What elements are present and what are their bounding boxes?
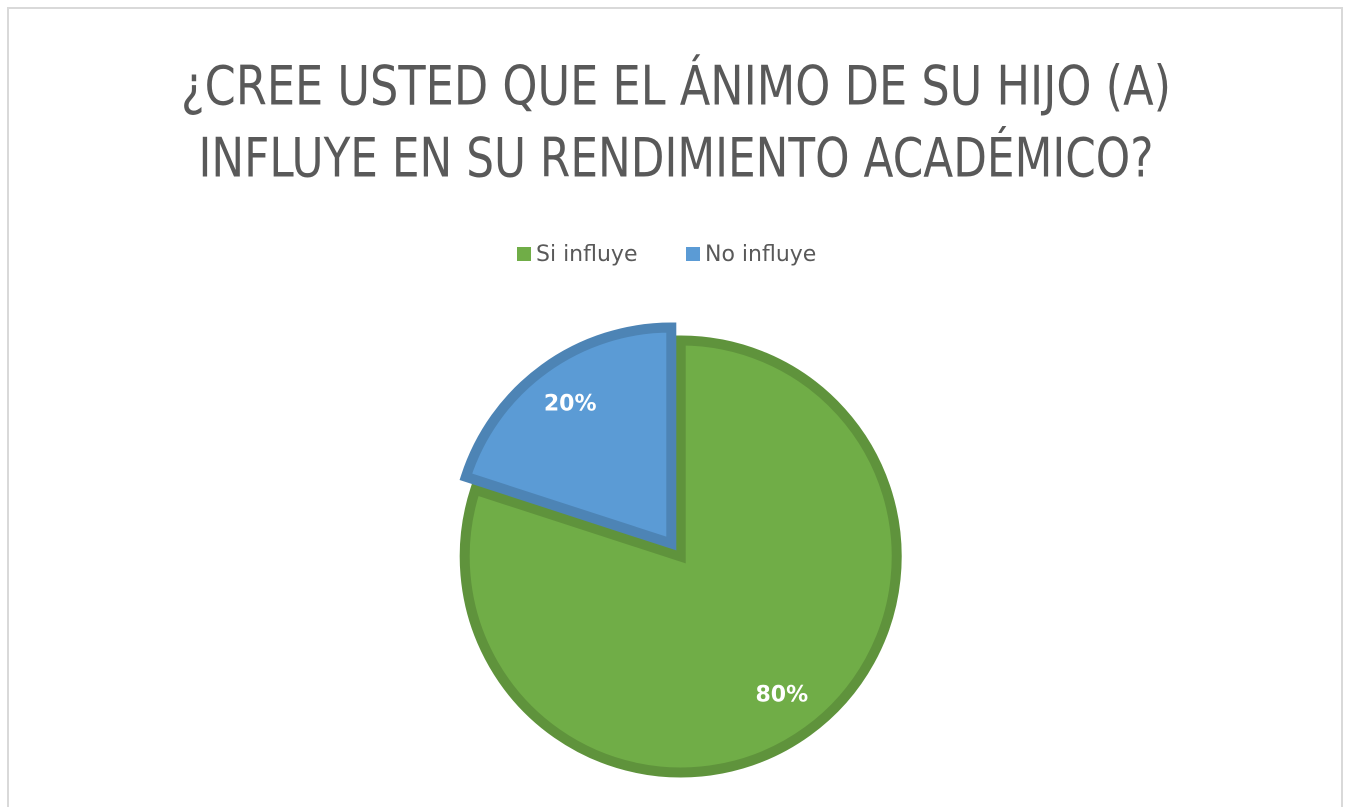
- legend-label: Si influye: [536, 242, 637, 267]
- chart-title: INFLUYE EN SU RENDIMIENTO ACADÉMICO?: [199, 127, 1154, 190]
- pie-slice: [459, 335, 902, 778]
- pie-slice: [459, 322, 677, 551]
- legend-swatch: [686, 247, 700, 261]
- legend-swatch: [517, 247, 531, 261]
- legend-label: No influye: [705, 242, 816, 267]
- chart-title: ¿CREE USTED QUE EL ÁNIMO DE SU HIJO (A): [181, 55, 1171, 118]
- data-label: 20%: [544, 391, 597, 416]
- data-label: 80%: [755, 683, 808, 708]
